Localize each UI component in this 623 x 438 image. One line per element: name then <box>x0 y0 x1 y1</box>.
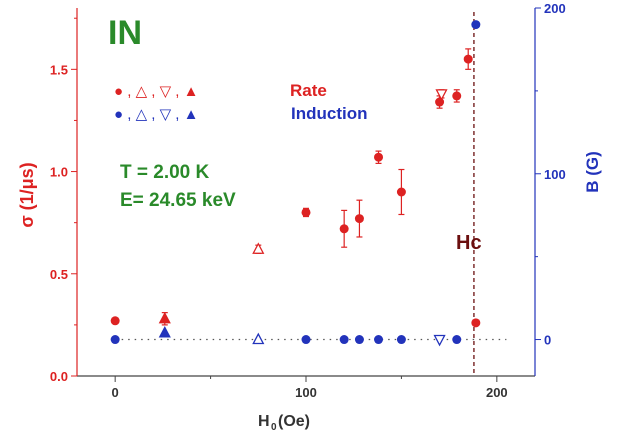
marker-triangle-up <box>158 326 171 338</box>
marker-circle <box>374 335 384 345</box>
marker-triangle-up-open <box>252 242 265 254</box>
legend-rate-label: Rate <box>290 81 327 100</box>
right-tick-label: 200 <box>544 1 566 16</box>
marker-circle <box>471 20 481 30</box>
left-tick-label: 1.5 <box>50 62 68 77</box>
legend-rate-symbols: ● , △ , ▽ , ▲ <box>114 83 199 100</box>
x-tick-label: 200 <box>486 385 508 400</box>
right-tick-label: 0 <box>544 333 551 348</box>
left-tick-label: 0.0 <box>50 369 68 384</box>
marker-circle <box>374 152 384 162</box>
right-tick-label: 100 <box>544 167 566 182</box>
marker-circle <box>396 187 406 197</box>
marker-circle <box>354 214 364 224</box>
x-tick-label: 100 <box>295 385 317 400</box>
hc-annotation: Hc <box>456 232 482 254</box>
marker-triangle-down-open <box>433 334 446 347</box>
left-tick-label: 1.0 <box>50 165 68 180</box>
x-axis-label-main: H <box>258 413 270 430</box>
marker-circle <box>471 318 481 328</box>
marker-triangle-down-open <box>435 89 448 101</box>
marker-circle <box>354 335 364 345</box>
right-axis-ticks: 0 100 200 <box>535 1 566 348</box>
left-axis-label: σ (1/μs) <box>17 162 37 227</box>
series-rate <box>110 48 481 328</box>
marker-circle <box>435 97 445 107</box>
marker-circle <box>110 316 120 326</box>
energy-annotation: E= 24.65 keV <box>120 190 236 211</box>
marker-circle <box>463 54 473 64</box>
chart-title: IN <box>108 14 142 52</box>
temperature-annotation: T = 2.00 K <box>120 162 210 183</box>
marker-circle <box>452 335 462 345</box>
x-axis-label: H 0 (Oe) <box>258 413 310 433</box>
marker-circle <box>339 224 349 234</box>
series-induction <box>110 20 481 347</box>
legend-induction-symbols: ● , △ , ▽ , ▲ <box>114 106 199 123</box>
data-marks <box>110 20 481 347</box>
legend-induction-label: Induction <box>291 104 367 123</box>
marker-triangle-up-open <box>252 332 265 345</box>
x-tick-label: 0 <box>112 385 119 400</box>
marker-circle <box>301 335 311 345</box>
marker-triangle-up <box>158 311 171 324</box>
right-axis-label: B (G) <box>583 151 602 193</box>
x-axis-ticks: 0 100 200 <box>112 376 508 400</box>
x-axis-label-unit: (Oe) <box>278 413 310 430</box>
marker-circle <box>396 335 406 345</box>
marker-circle <box>339 335 349 345</box>
marker-circle <box>452 91 462 101</box>
left-tick-label: 0.5 <box>50 267 68 282</box>
x-axis-label-subscript: 0 <box>271 422 277 433</box>
marker-circle <box>110 335 120 345</box>
left-axis-ticks: 0.0 0.5 1.0 1.5 <box>50 17 77 384</box>
marker-circle <box>301 207 311 217</box>
